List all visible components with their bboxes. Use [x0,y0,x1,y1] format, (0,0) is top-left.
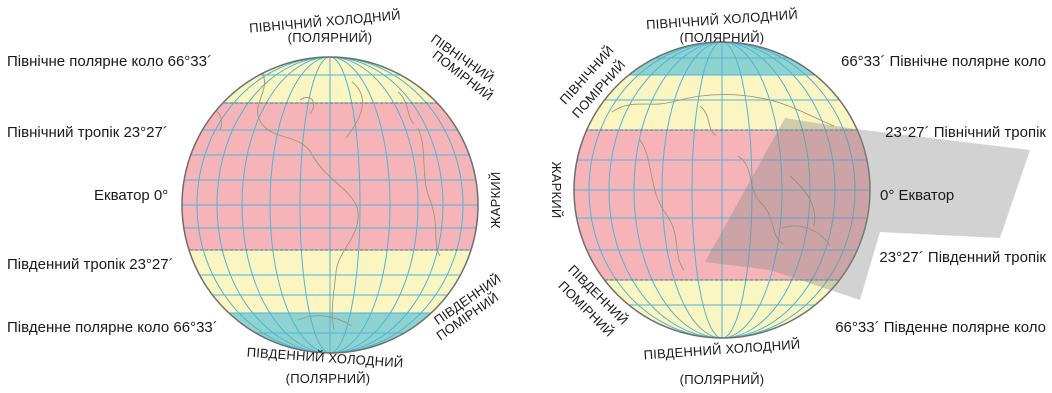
left-globe-outline [181,56,479,354]
right-dashed-boundaries [574,129,870,281]
left-hot-zone-label: ЖАРКИЙ [488,172,503,229]
left-latitude-labels: Північне полярне коло 66°33´ Північний т… [7,53,218,336]
right-south-cold-sub-label: (ПОЛЯРНИЙ) [680,372,765,387]
watermark-shape [705,118,1030,300]
left-north-cold-sub-label: (ПОЛЯРНИЙ) [288,30,373,45]
right-south-polar-circle-label: 66°33´ Південне полярне коло [835,319,1046,336]
right-north-polar-circle-label: 66°33´ Північне полярне коло [841,53,1046,70]
left-dashed-boundaries [182,102,478,251]
left-north-polar-circle-label: Північне полярне коло 66°33´ [7,53,212,70]
right-hot-zone-label: ЖАРКИЙ [549,162,564,219]
right-south-cold-label: ПІВДЕННИЙ ХОЛОДНИЙ [643,337,801,363]
right-equator-label: 0° Екватор [880,187,954,204]
left-south-polar-circle-label: Південне полярне коло 66°33´ [7,319,218,336]
right-north-cold-sub-label: (ПОЛЯРНИЙ) [680,30,765,45]
left-south-tropic-label: Південний тропік 23°27´ [7,256,174,273]
left-north-tropic-label: Північний тропік 23°27´ [7,124,168,141]
right-globe-outline [573,41,871,339]
left-globe [181,56,479,354]
right-south-tropic-label: 23°27´ Південний тропік [879,249,1046,266]
right-north-cold-label: ПІВНІЧНИЙ ХОЛОДНИЙ [646,7,799,33]
left-south-cold-sub-label: (ПОЛЯРНИЙ) [286,371,371,386]
left-equator-label: Екватор 0° [94,187,168,204]
right-coastlines [611,94,835,271]
right-latitude-labels: 66°33´ Північне полярне коло 23°27´ Півн… [835,53,1046,336]
right-north-tropic-label: 23°27´ Північний тропік [885,124,1046,141]
